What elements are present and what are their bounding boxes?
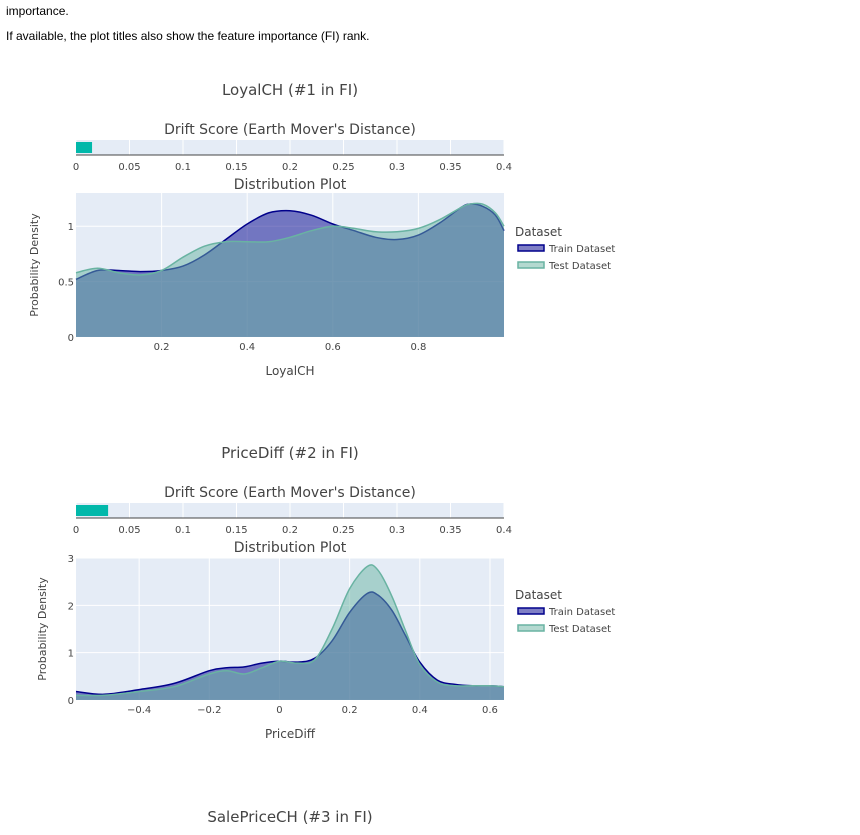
legend-label-test: Test Dataset [548,624,611,635]
drift-tick-label: 0.3 [389,162,405,173]
chart-title: PriceDiff (#2 in FI) [221,444,359,462]
drift-tick-label: 0.1 [175,525,191,536]
drift-tick-label: 0.2 [282,525,298,536]
chart-title: LoyalCH (#1 in FI) [222,81,358,99]
drift-tick-label: 0.4 [496,162,512,173]
y-axis-label: Probability Density [28,213,41,317]
legend-label-train: Train Dataset [548,607,615,618]
legend-title: Dataset [515,225,562,239]
x-tick-label: 0 [276,705,282,716]
x-tick-label: 0.4 [239,342,255,353]
drift-tick-label: 0.25 [332,162,354,173]
distribution-title: Distribution Plot [234,540,347,556]
chart-title: SalePriceCH (#3 in FI) [207,808,372,826]
drift-tick-label: 0.35 [439,525,461,536]
drift-tick-label: 0.25 [332,525,354,536]
drift-tick-label: 0.05 [118,525,140,536]
x-tick-label: 0.4 [412,705,428,716]
x-axis-label: LoyalCH [265,364,314,378]
test-density-area [76,203,504,337]
drift-title: Drift Score (Earth Mover's Distance) [164,122,416,138]
legend-swatch-train [517,244,545,252]
y-tick-label: 3 [68,554,74,565]
y-tick-label: 0.5 [58,278,74,289]
x-tick-label: 0.2 [154,342,170,353]
y-tick-label: 0 [68,696,74,707]
drift-score-bar [76,505,109,516]
y-tick-label: 1 [68,222,74,233]
test-density-line [75,202,505,276]
drift-tick-label: 0.35 [439,162,461,173]
x-tick-label: 0.2 [342,705,358,716]
x-axis-label: PriceDiff [265,727,316,741]
drift-tick-label: 0.4 [496,525,512,536]
x-tick-label: 0.6 [325,342,341,353]
intro-note: If available, the plot titles also show … [6,29,370,43]
drift-tick-label: 0 [73,525,79,536]
legend-title: Dataset [515,588,562,602]
x-tick-label: −0.4 [127,705,151,716]
legend-swatch-test [517,261,545,269]
legend-label-test: Test Dataset [548,261,611,272]
test-density-line [75,564,505,697]
drift-score-bar [76,142,93,153]
x-tick-label: −0.2 [197,705,221,716]
y-tick-label: 2 [68,601,74,612]
drift-tick-label: 0.2 [282,162,298,173]
drift-tick-label: 0.15 [225,162,247,173]
y-axis-label: Probability Density [36,577,49,681]
x-tick-label: 0.6 [482,705,498,716]
drift-tick-label: 0.05 [118,162,140,173]
y-tick-label: 1 [68,649,74,660]
x-tick-label: 0.8 [410,342,426,353]
distribution-title: Distribution Plot [234,177,347,193]
drift-tick-label: 0.1 [175,162,191,173]
legend-swatch-train [517,607,545,615]
drift-title: Drift Score (Earth Mover's Distance) [164,485,416,501]
legend-label-train: Train Dataset [548,244,615,255]
drift-tick-label: 0.15 [225,525,247,536]
intro-text: importance. [6,4,69,18]
test-density-area [76,564,504,700]
y-tick-label: 0 [68,333,74,344]
drift-tick-label: 0.3 [389,525,405,536]
legend-swatch-test [517,624,545,632]
drift-tick-label: 0 [73,162,79,173]
